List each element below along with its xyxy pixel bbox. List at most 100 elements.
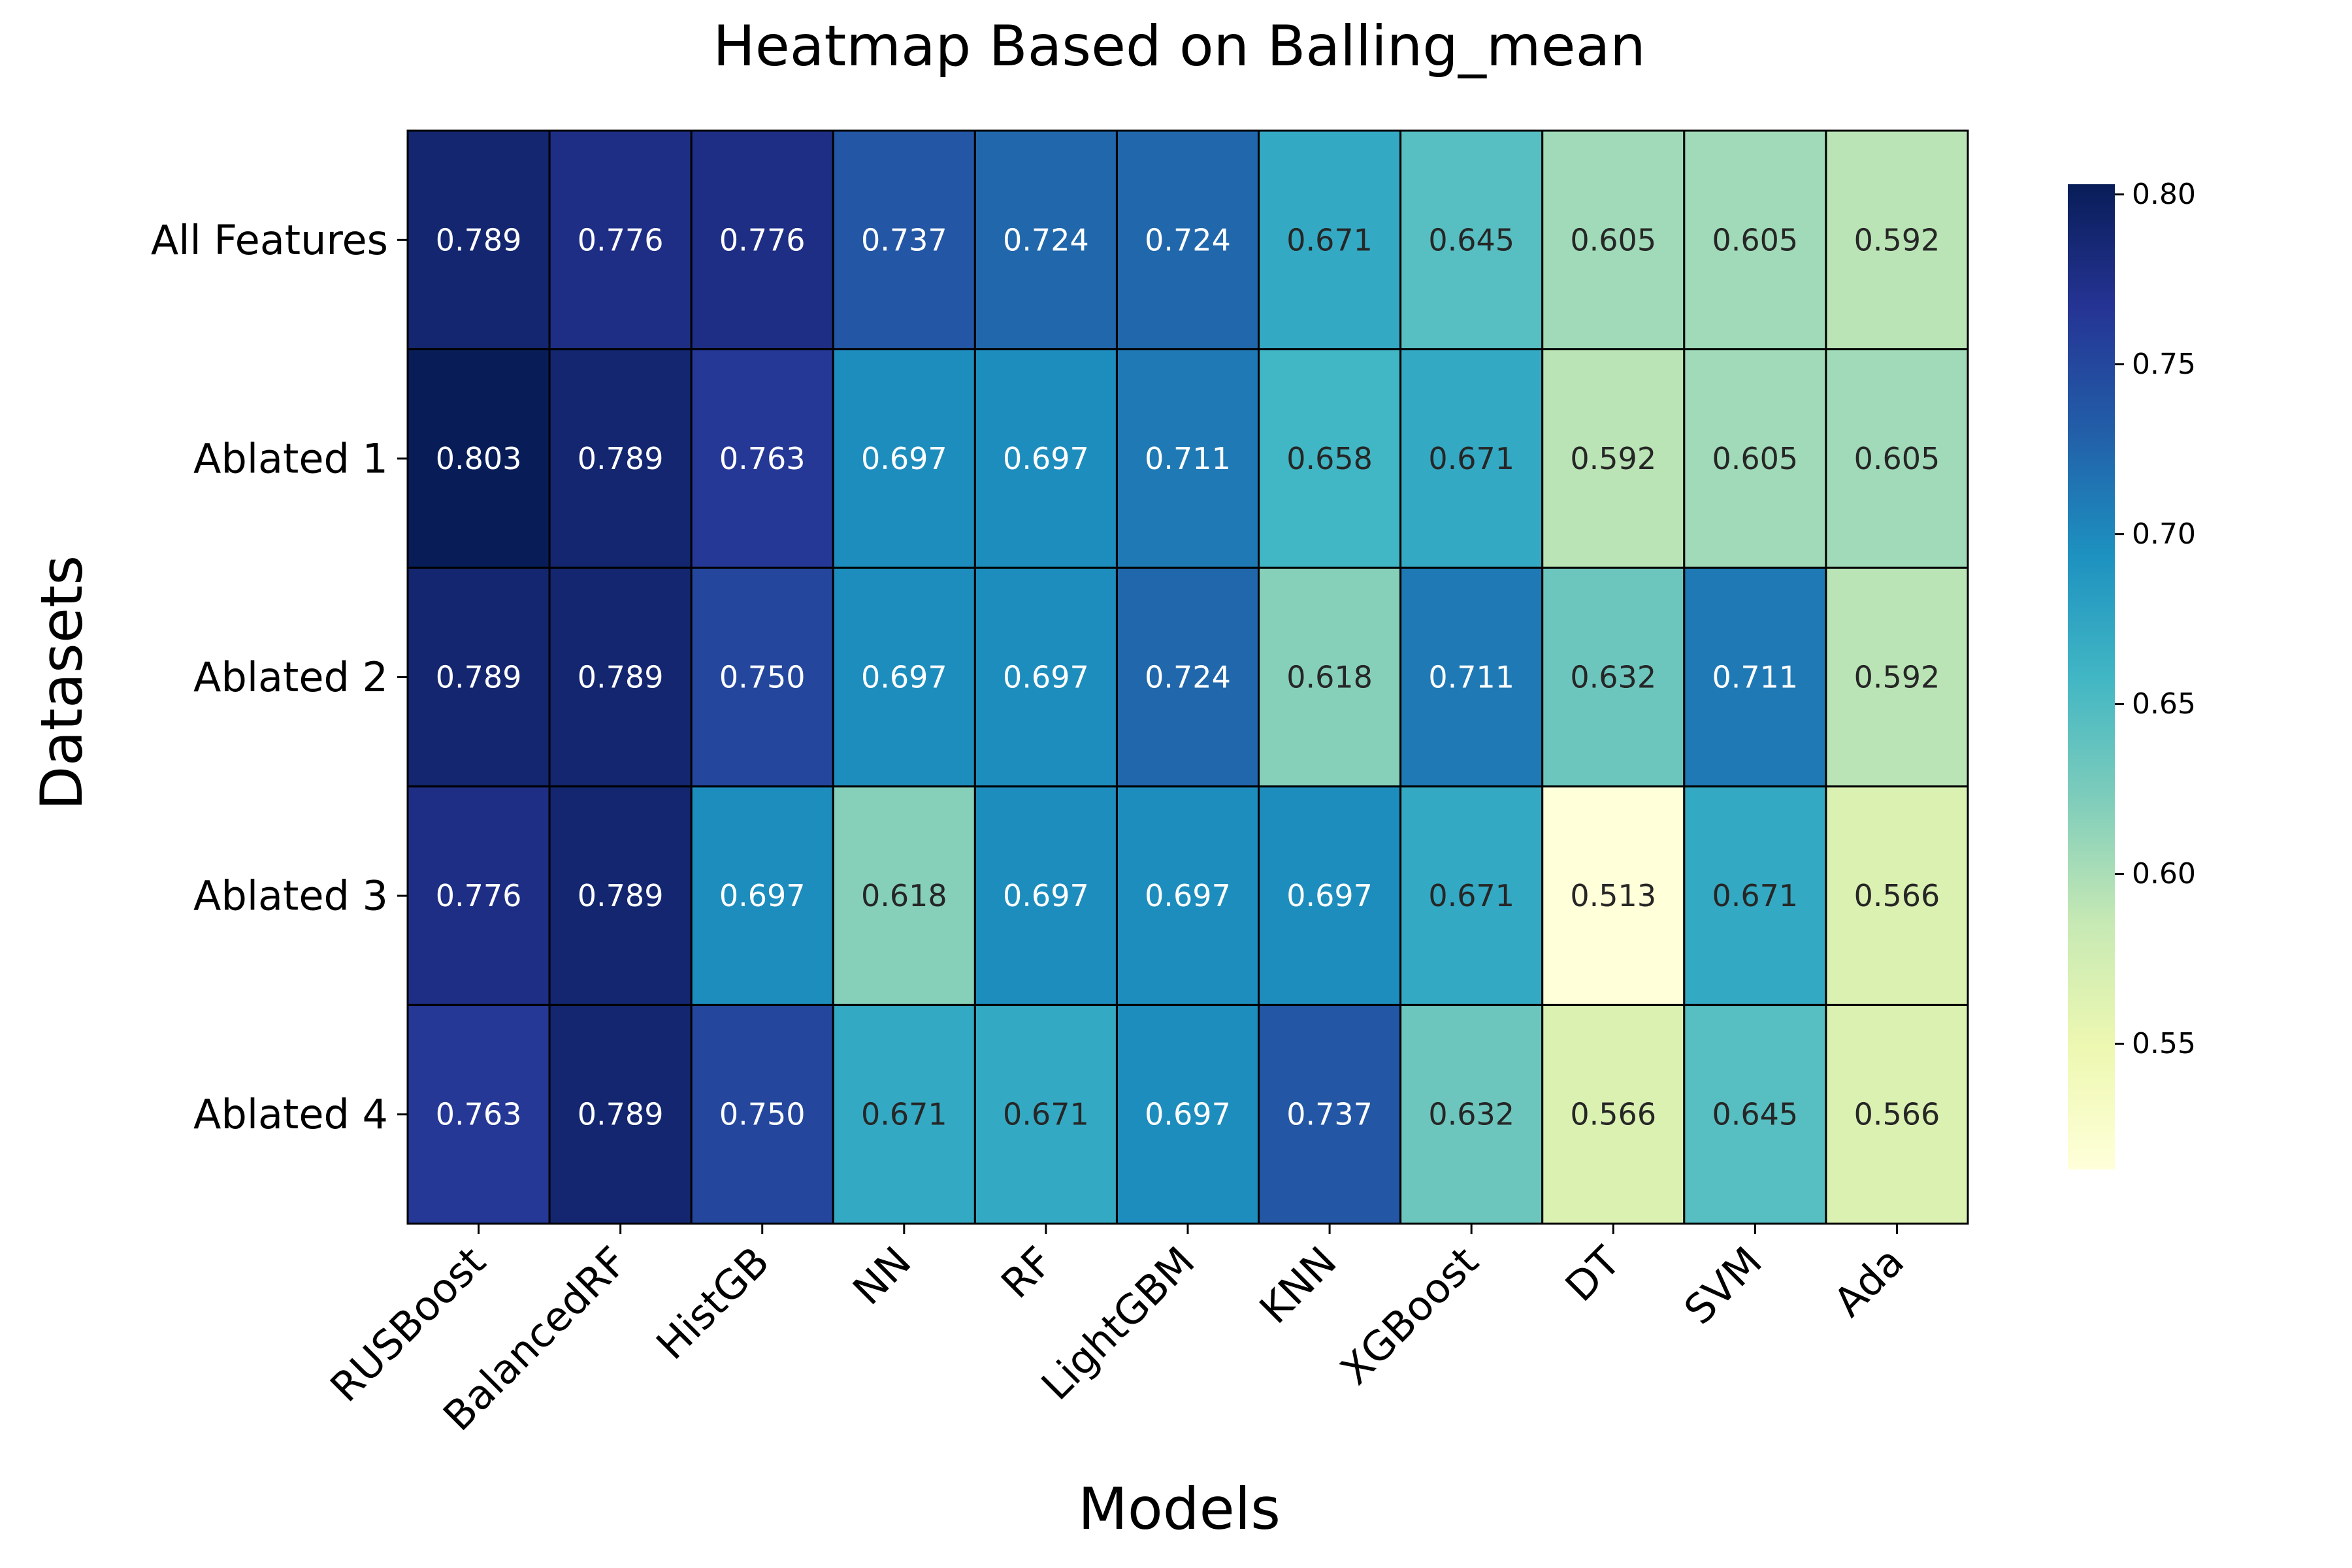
- cell-value-label: 0.671: [1286, 222, 1373, 257]
- colorbar-tick-label: 0.60: [2132, 857, 2196, 890]
- cell-value-label: 0.671: [1712, 878, 1799, 913]
- y-tick-label: Ablated 4: [193, 1090, 388, 1138]
- cell-value-label: 0.566: [1854, 878, 1940, 913]
- colorbar: [2068, 184, 2115, 1169]
- x-tick-label: LightGBM: [1032, 1237, 1204, 1409]
- cell-value-label: 0.671: [1003, 1097, 1089, 1132]
- heatmap-cell: [1258, 566, 1402, 788]
- cell-value-label: 0.697: [1145, 1097, 1231, 1132]
- heatmap-cell: [406, 129, 551, 351]
- heatmap-cell: [1541, 566, 1686, 788]
- heatmap-cell: [1825, 1004, 1969, 1225]
- cell-value-label: 0.645: [1428, 222, 1514, 257]
- heatmap-cell: [973, 785, 1118, 1006]
- heatmap-cell: [832, 348, 976, 569]
- heatmap-cell-labels: 0.789 0.776 0.776 0.737 0.724 0.724 0.671 0.645…: [436, 222, 1940, 1132]
- cell-value-label: 0.592: [1570, 441, 1656, 476]
- cell-value-label: 0.776: [719, 222, 806, 257]
- heatmap-cells: [406, 129, 1969, 1225]
- heatmap-cell: [1683, 785, 1827, 1006]
- x-tick-label: DT: [1556, 1237, 1630, 1311]
- cell-value-label: 0.750: [719, 1097, 806, 1132]
- cell-value-label: 0.803: [436, 441, 522, 476]
- cell-value-label: 0.789: [578, 660, 664, 695]
- cell-value-label: 0.605: [1712, 222, 1799, 257]
- heatmap-cell: [548, 348, 693, 569]
- colorbar-tick-label: 0.65: [2132, 687, 2196, 721]
- heatmap-cell: [973, 1004, 1118, 1225]
- colorbar-tick-label: 0.70: [2132, 517, 2196, 551]
- heatmap-cell: [1258, 1004, 1402, 1225]
- colorbar-tick-label: 0.75: [2132, 348, 2196, 381]
- cell-value-label: 0.789: [436, 660, 522, 695]
- heatmap-cell: [406, 566, 551, 788]
- chart-title: Heatmap Based on Balling_mean: [713, 14, 1646, 79]
- cell-value-label: 0.789: [578, 441, 664, 476]
- heatmap-cell: [1115, 348, 1260, 569]
- heatmap-cell: [973, 566, 1118, 788]
- heatmap-cell: [1115, 1004, 1260, 1225]
- cell-value-label: 0.592: [1854, 660, 1940, 695]
- heatmap-cell: [406, 348, 551, 569]
- cell-value-label: 0.724: [1145, 222, 1231, 257]
- heatmap-cell: [1825, 348, 1969, 569]
- heatmap-cell: [1683, 1004, 1827, 1225]
- heatmap-cell: [548, 1004, 693, 1225]
- heatmap-cell: [1541, 1004, 1686, 1225]
- heatmap-cell: [690, 348, 834, 569]
- cell-value-label: 0.737: [1286, 1097, 1373, 1132]
- heatmap-cell: [690, 1004, 834, 1225]
- heatmap-cell: [832, 129, 976, 351]
- cell-value-label: 0.697: [861, 441, 947, 476]
- cell-value-label: 0.776: [436, 878, 522, 913]
- cell-value-label: 0.671: [1428, 878, 1514, 913]
- cell-value-label: 0.697: [719, 878, 806, 913]
- cell-value-label: 0.605: [1712, 441, 1799, 476]
- cell-value-label: 0.513: [1570, 878, 1656, 913]
- heatmap-cell: [832, 1004, 976, 1225]
- heatmap-cell: [690, 566, 834, 788]
- heatmap-cell: [1541, 348, 1686, 569]
- heatmap-cell: [1399, 348, 1544, 569]
- cell-value-label: 0.789: [578, 1097, 664, 1132]
- cell-value-label: 0.724: [1145, 660, 1231, 695]
- cell-value-label: 0.697: [861, 660, 947, 695]
- heatmap-cell: [1115, 785, 1260, 1006]
- cell-value-label: 0.632: [1570, 660, 1656, 695]
- cell-value-label: 0.605: [1854, 441, 1940, 476]
- heatmap-cell: [690, 129, 834, 351]
- cell-value-label: 0.711: [1712, 660, 1799, 695]
- colorbar-tick-label: 0.55: [2132, 1027, 2196, 1060]
- x-tick-label: KNN: [1250, 1237, 1346, 1333]
- cell-value-label: 0.789: [436, 222, 522, 257]
- cell-value-label: 0.697: [1003, 878, 1089, 913]
- heatmap-cell: [548, 785, 693, 1006]
- cell-value-label: 0.711: [1428, 660, 1514, 695]
- heatmap-cell: [973, 348, 1118, 569]
- heatmap-cell: [1541, 785, 1686, 1006]
- x-tick-label: SVM: [1675, 1237, 1771, 1333]
- cell-value-label: 0.697: [1003, 441, 1089, 476]
- heatmap-cell: [1115, 566, 1260, 788]
- cell-value-label: 0.618: [1286, 660, 1373, 695]
- cell-value-label: 0.763: [436, 1097, 522, 1132]
- cell-value-label: 0.632: [1428, 1097, 1514, 1132]
- cell-value-label: 0.776: [578, 222, 664, 257]
- cell-value-label: 0.605: [1570, 222, 1656, 257]
- cell-value-label: 0.750: [719, 660, 806, 695]
- cell-value-label: 0.711: [1145, 441, 1231, 476]
- heatmap-cell: [1825, 566, 1969, 788]
- cell-value-label: 0.566: [1570, 1097, 1656, 1132]
- heatmap-cell: [832, 785, 976, 1006]
- y-axis-label: Datasets: [28, 555, 95, 810]
- heatmap-cell: [1683, 129, 1827, 351]
- cell-value-label: 0.763: [719, 441, 806, 476]
- heatmap-cell: [1825, 785, 1969, 1006]
- cell-value-label: 0.592: [1854, 222, 1940, 257]
- cell-value-label: 0.658: [1286, 441, 1373, 476]
- cell-value-label: 0.671: [1428, 441, 1514, 476]
- heatmap-cell: [1258, 348, 1402, 569]
- cell-value-label: 0.645: [1712, 1097, 1799, 1132]
